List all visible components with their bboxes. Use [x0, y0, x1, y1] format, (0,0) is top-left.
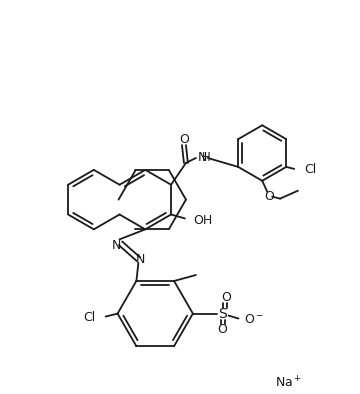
Text: Cl: Cl [304, 164, 316, 177]
Text: H: H [202, 151, 211, 164]
Text: O: O [264, 190, 274, 203]
Text: Cl: Cl [84, 311, 96, 324]
Text: O: O [218, 323, 228, 336]
Text: S: S [218, 307, 227, 321]
Text: O: O [222, 291, 231, 304]
Text: O: O [179, 133, 189, 146]
Text: N: N [112, 239, 121, 252]
Text: OH: OH [193, 214, 212, 227]
Text: N: N [198, 151, 207, 164]
Text: N: N [136, 253, 145, 266]
Text: Na$^+$: Na$^+$ [275, 375, 303, 390]
Text: O$^-$: O$^-$ [244, 313, 265, 326]
